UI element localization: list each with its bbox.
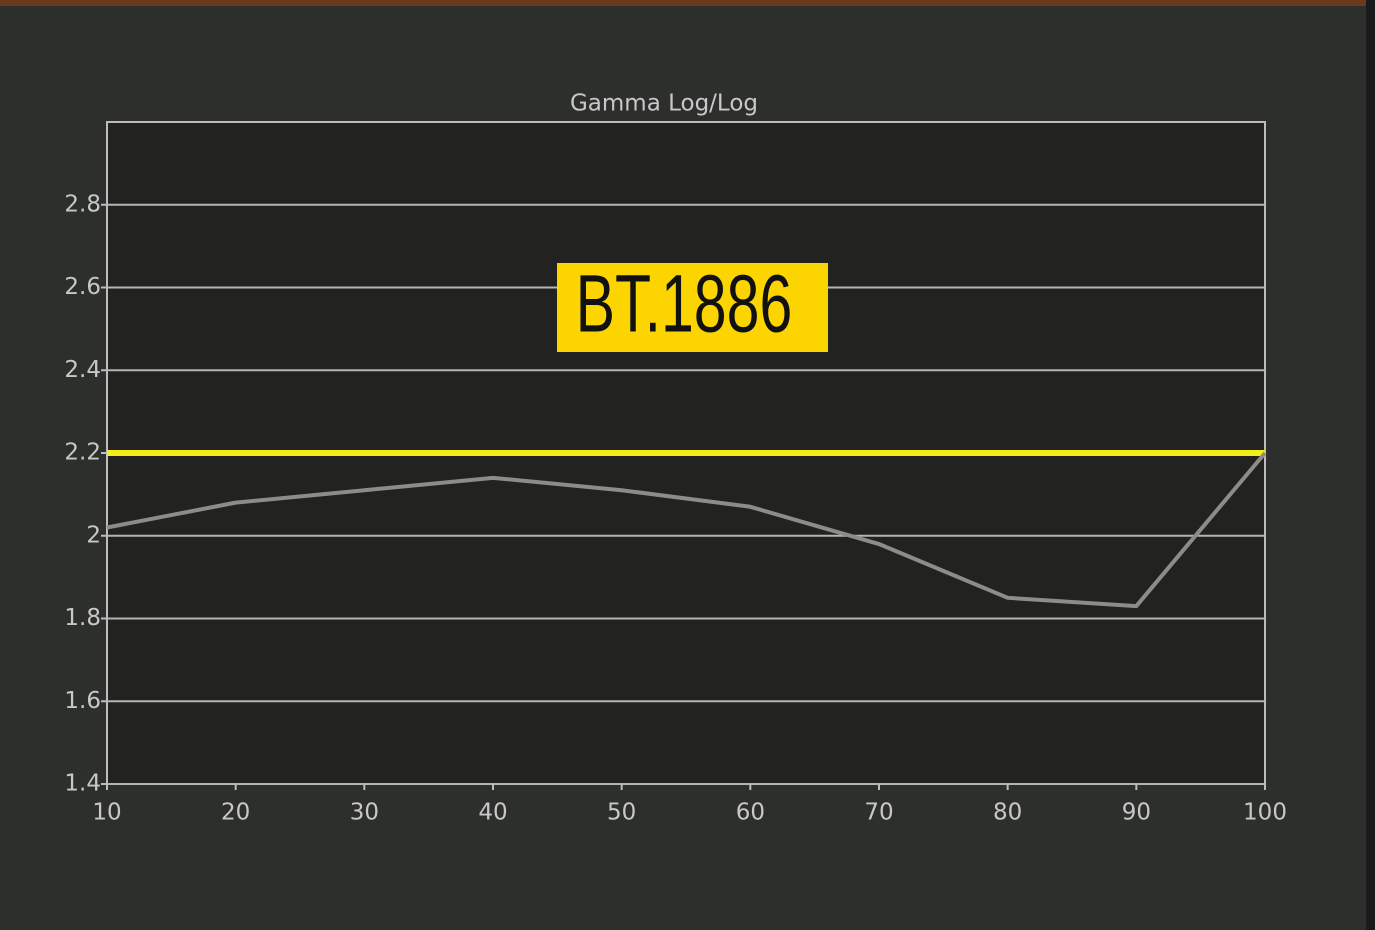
layer: 1.4 1.6 1.8 2 2.2 2.4 2.6 2.8 10 20 30 40 50 60 70 80 90… [64, 191, 1287, 825]
x-tick-label: 10 [92, 800, 121, 826]
x-tick-label: 80 [993, 800, 1022, 826]
x-tick-label: 100 [1243, 800, 1287, 826]
y-tick-label: 1.8 [64, 605, 101, 631]
y-tick-label: 2.4 [64, 357, 101, 383]
y-tick-label: 2 [86, 522, 101, 548]
y-tick-label: 2.6 [64, 274, 101, 300]
x-tick-label: 70 [864, 800, 893, 826]
x-tick-label: 60 [736, 800, 765, 826]
x-tick-label: 40 [478, 800, 507, 826]
x-tick-label: 90 [1122, 800, 1151, 826]
x-tick-label: 50 [607, 800, 636, 826]
y-tick-label: 2.2 [64, 440, 101, 466]
x-tick-label: 20 [221, 800, 250, 826]
chart-title: Gamma Log/Log [570, 91, 758, 117]
annotation-box [557, 263, 828, 352]
y-tick-label: 1.4 [64, 771, 101, 797]
y-tick-label: 1.6 [64, 688, 101, 714]
top-strip [0, 0, 1375, 6]
x-tick-label: 30 [350, 800, 379, 826]
right-edge [1366, 0, 1375, 930]
series-line [106, 451, 1267, 609]
annotation: BT.1886 [576, 258, 793, 350]
y-tick-label: 2.8 [64, 191, 101, 217]
